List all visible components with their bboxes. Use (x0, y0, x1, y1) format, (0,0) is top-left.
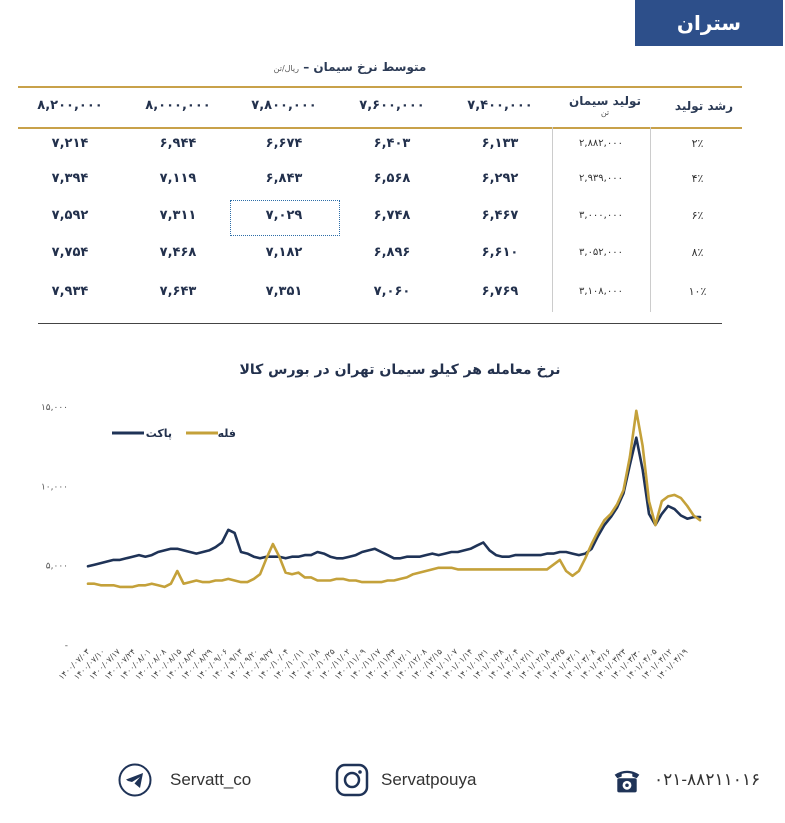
table-cell: ۷,۹۳۴ (51, 284, 89, 299)
table-cell: ۶,۸۴۳ (265, 171, 303, 186)
table-cell: ۷,۰۶۰ (373, 284, 411, 299)
table-title: متوسط نرخ سیمان – ریال/تن (150, 60, 550, 74)
table-cell: ۷,۰۲۹ (265, 208, 303, 223)
table-divider-1 (552, 127, 553, 312)
growth-cell: ۸٪ (691, 246, 704, 259)
table-cell: ۶,۸۹۶ (373, 245, 411, 260)
table-cell: ۶,۱۳۳ (481, 136, 519, 151)
price-column-header: ۷,۴۰۰,۰۰۰ (467, 98, 533, 113)
table-cell: ۷,۳۹۴ (51, 171, 89, 186)
table-cell: ۶,۷۶۹ (481, 284, 519, 299)
table-cell: ۷,۱۸۲ (265, 245, 303, 260)
instagram-icon (335, 763, 369, 797)
table-cell: ۷,۲۱۴ (51, 136, 89, 151)
table-cell: ۶,۴۰۳ (373, 136, 411, 151)
table-cell: ۶,۷۴۸ (373, 208, 411, 223)
growth-header: رشد تولید (674, 99, 734, 113)
growth-cell: ۶٪ (691, 209, 704, 222)
price-column-header: ۸,۰۰۰,۰۰۰ (145, 98, 211, 113)
table-cell: ۷,۱۱۹ (159, 171, 197, 186)
table-cell: ۶,۴۶۷ (481, 208, 519, 223)
phone-icon (614, 770, 640, 793)
table-cell: ۶,۹۴۴ (159, 136, 197, 151)
table-cell: ۷,۷۵۴ (51, 245, 89, 260)
production-cell: ۲,۹۳۹,۰۰۰ (579, 173, 623, 184)
price-column-header: ۷,۶۰۰,۰۰۰ (359, 98, 425, 113)
y-tick-label: - (65, 641, 68, 651)
brand-badge: ستران (635, 0, 783, 46)
production-cell: ۳,۱۰۸,۰۰۰ (579, 286, 623, 297)
price-column-header: ۷,۸۰۰,۰۰۰ (251, 98, 317, 113)
table-cell: ۶,۶۷۴ (265, 136, 303, 151)
table-cell: ۷,۳۵۱ (265, 284, 303, 299)
table-top-border (18, 86, 742, 88)
table-cell: ۷,۶۴۳ (159, 284, 197, 299)
instagram-handle: Servatpouya (381, 770, 477, 789)
table-bottom-border (38, 323, 722, 324)
telegram-icon (118, 763, 152, 797)
table-header-border (18, 127, 742, 129)
table-title-text: متوسط نرخ سیمان – (303, 60, 427, 74)
chart-title: نرخ معامله هر کیلو سیمان تهران در بورس ک… (239, 362, 561, 378)
y-tick-label: ۵,۰۰۰ (46, 562, 68, 572)
growth-cell: ۴٪ (691, 172, 704, 185)
telegram-handle: Servatt_co (170, 770, 252, 789)
table-cell: ۷,۵۹۲ (51, 208, 89, 223)
table-cell: ۷,۳۱۱ (159, 208, 197, 223)
growth-cell: ۱۰٪ (688, 285, 707, 298)
table-divider-2 (650, 127, 651, 312)
production-header-unit: تن (600, 108, 610, 117)
telegram-link[interactable]: Servatt_co (118, 760, 251, 800)
table-cell: ۷,۴۶۸ (159, 245, 197, 260)
production-cell: ۳,۰۵۲,۰۰۰ (579, 247, 623, 258)
instagram-link[interactable]: Servatpouya (335, 760, 476, 800)
price-column-header: ۸,۲۰۰,۰۰۰ (37, 98, 103, 113)
table-cell: ۶,۲۹۲ (481, 171, 519, 186)
table-cell: ۶,۶۱۰ (481, 245, 519, 260)
production-header-label: تولید سیمان (568, 94, 642, 108)
growth-cell: ۲٪ (691, 137, 704, 150)
phone-link[interactable]: ۰۲۱-۸۸۲۱۱۰۱۶ (612, 760, 760, 800)
y-tick-label: ۱۰,۰۰۰ (41, 482, 68, 492)
production-cell: ۳,۰۰۰,۰۰۰ (579, 210, 623, 221)
series-line-0 (86, 436, 702, 568)
series-line-1 (86, 409, 702, 589)
production-cell: ۲,۸۸۲,۰۰۰ (579, 138, 623, 149)
y-tick-label: ۱۵,۰۰۰ (41, 403, 68, 413)
production-header: تولید سیمان تن (560, 94, 650, 117)
highlighted-cell-frame (230, 200, 340, 236)
table-title-unit: ریال/تن (273, 64, 299, 73)
table-cell: ۶,۵۶۸ (373, 171, 411, 186)
phone-number: ۰۲۱-۸۸۲۱۱۰۱۶ (654, 770, 761, 789)
legend-label: پاکت (146, 427, 172, 440)
legend-label: فله (218, 427, 236, 440)
